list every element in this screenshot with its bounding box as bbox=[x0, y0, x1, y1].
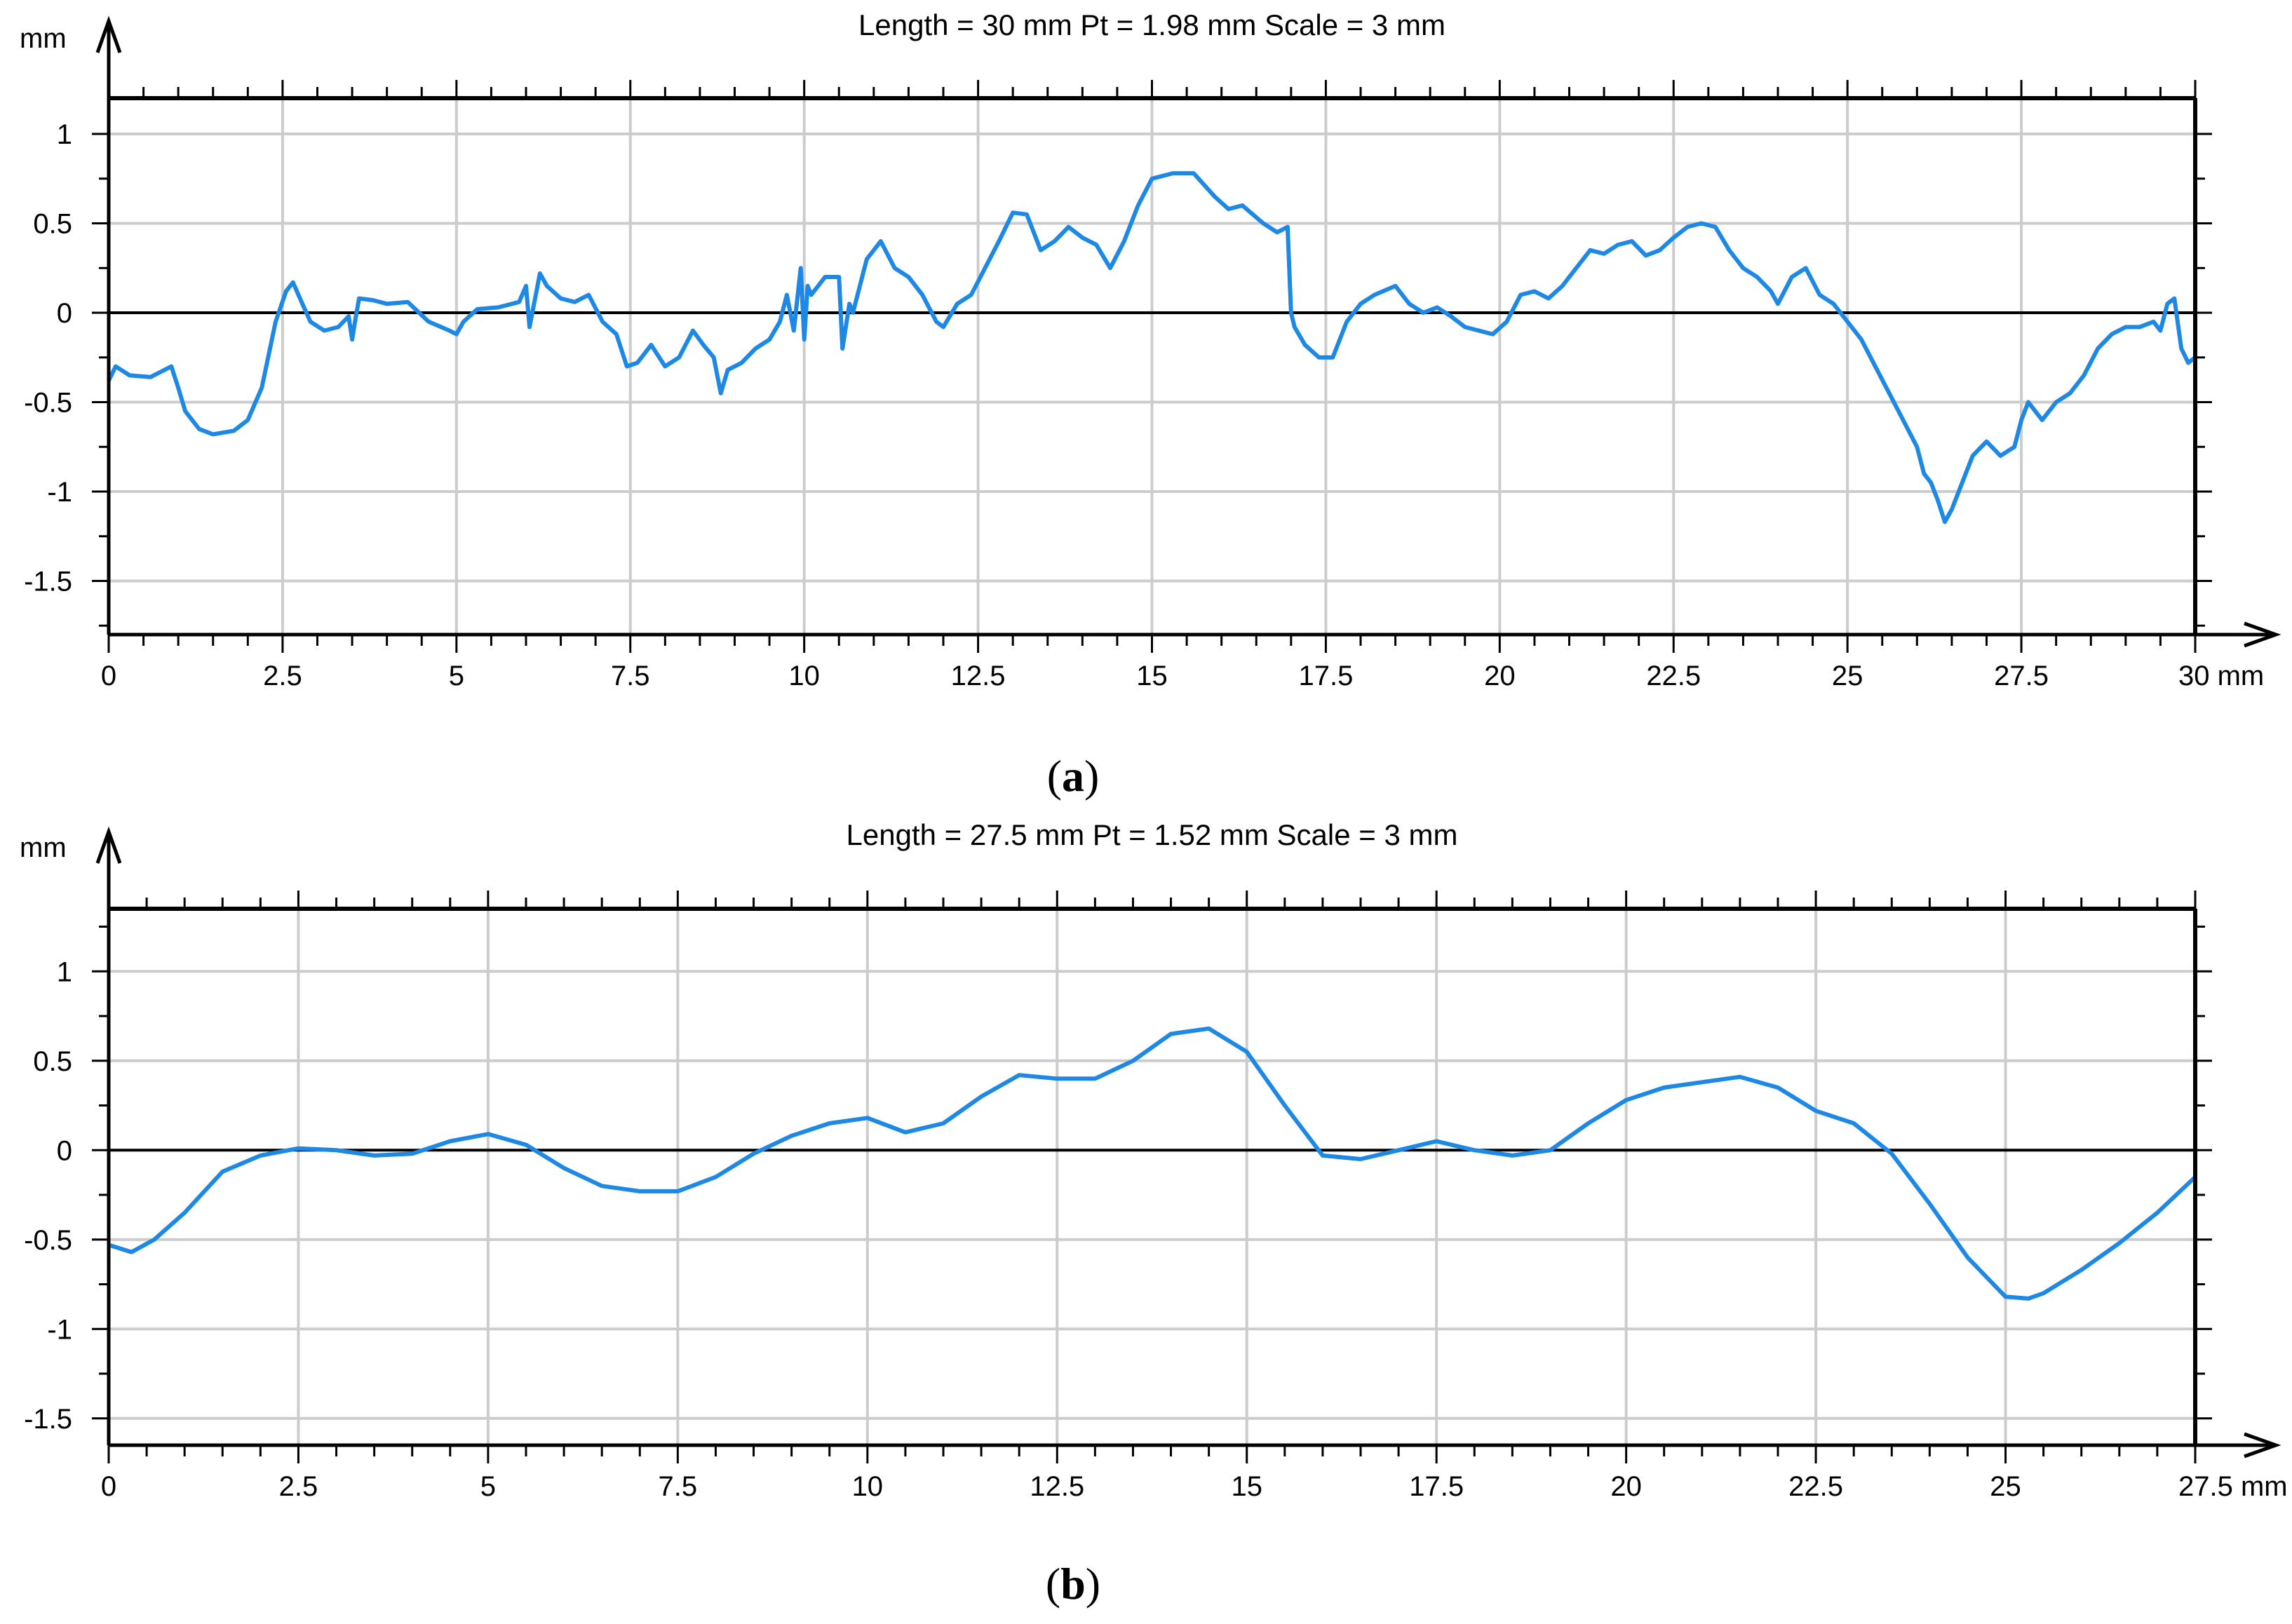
profile-line bbox=[108, 1026, 2197, 1301]
y-tick-label: 0.5 bbox=[33, 1046, 72, 1077]
x-tick-label: 20 bbox=[1610, 1471, 1642, 1502]
profile-chart-b: Length = 27.5 mm Pt = 1.52 mm Scale = 3 … bbox=[20, 818, 2288, 1502]
subfigure-label-a: (a) bbox=[1047, 751, 1100, 801]
x-tick-label: 17.5 bbox=[1298, 661, 1353, 691]
y-tick-label: -1.5 bbox=[24, 567, 72, 597]
x-tick-label: 7.5 bbox=[611, 661, 650, 691]
x-axis-arrow bbox=[2244, 1432, 2281, 1459]
x-tick-label: 17.5 bbox=[1409, 1471, 1464, 1502]
x-tick-label: 22.5 bbox=[1788, 1471, 1843, 1502]
y-axis-unit: mm bbox=[20, 832, 67, 863]
x-tick-label: 0 bbox=[101, 661, 116, 691]
x-tick-label: 27.5 mm bbox=[2178, 1471, 2288, 1502]
y-tick-label: 0.5 bbox=[33, 209, 72, 240]
x-tick-label: 12.5 bbox=[951, 661, 1006, 691]
y-axis-arrow bbox=[95, 826, 122, 864]
x-tick-label: 12.5 bbox=[1030, 1471, 1084, 1502]
x-tick-label: 10 bbox=[788, 661, 820, 691]
y-tick-label: -1.5 bbox=[24, 1404, 72, 1435]
profile-chart-a: Length = 30 mm Pt = 1.98 mm Scale = 3 mm… bbox=[20, 8, 2281, 691]
x-tick-label: 15 bbox=[1231, 1471, 1262, 1502]
x-tick-label: 0 bbox=[101, 1471, 116, 1502]
y-tick-label: 1 bbox=[57, 119, 72, 150]
chart-title: Length = 27.5 mm Pt = 1.52 mm Scale = 3 … bbox=[847, 818, 1458, 851]
y-tick-label: -1 bbox=[47, 1314, 72, 1345]
y-axis-unit: mm bbox=[20, 23, 67, 54]
chart-title: Length = 30 mm Pt = 1.98 mm Scale = 3 mm bbox=[858, 8, 1445, 41]
x-tick-label: 5 bbox=[449, 661, 464, 691]
x-tick-label: 15 bbox=[1136, 661, 1168, 691]
x-tick-label: 2.5 bbox=[279, 1471, 318, 1502]
x-axis-arrow bbox=[2244, 621, 2281, 648]
x-tick-label: 5 bbox=[480, 1471, 496, 1502]
x-tick-label: 20 bbox=[1484, 661, 1516, 691]
x-tick-label: 10 bbox=[852, 1471, 884, 1502]
x-tick-label: 7.5 bbox=[659, 1471, 698, 1502]
y-tick-label: 0 bbox=[57, 298, 72, 329]
y-tick-label: 0 bbox=[57, 1135, 72, 1166]
y-tick-label: 1 bbox=[57, 956, 72, 987]
x-tick-label: 22.5 bbox=[1646, 661, 1701, 691]
y-tick-label: -0.5 bbox=[24, 1225, 72, 1256]
y-axis-arrow bbox=[95, 15, 122, 53]
x-tick-label: 2.5 bbox=[263, 661, 302, 691]
x-tick-label: 27.5 bbox=[1994, 661, 2049, 691]
x-tick-label: 30 mm bbox=[2178, 661, 2264, 691]
x-tick-label: 25 bbox=[1990, 1471, 2021, 1502]
profile-line bbox=[107, 171, 2197, 525]
subfigure-label-b: (b) bbox=[1046, 1559, 1100, 1609]
y-tick-label: -0.5 bbox=[24, 388, 72, 419]
x-tick-label: 25 bbox=[1832, 661, 1863, 691]
y-tick-label: -1 bbox=[47, 477, 72, 508]
